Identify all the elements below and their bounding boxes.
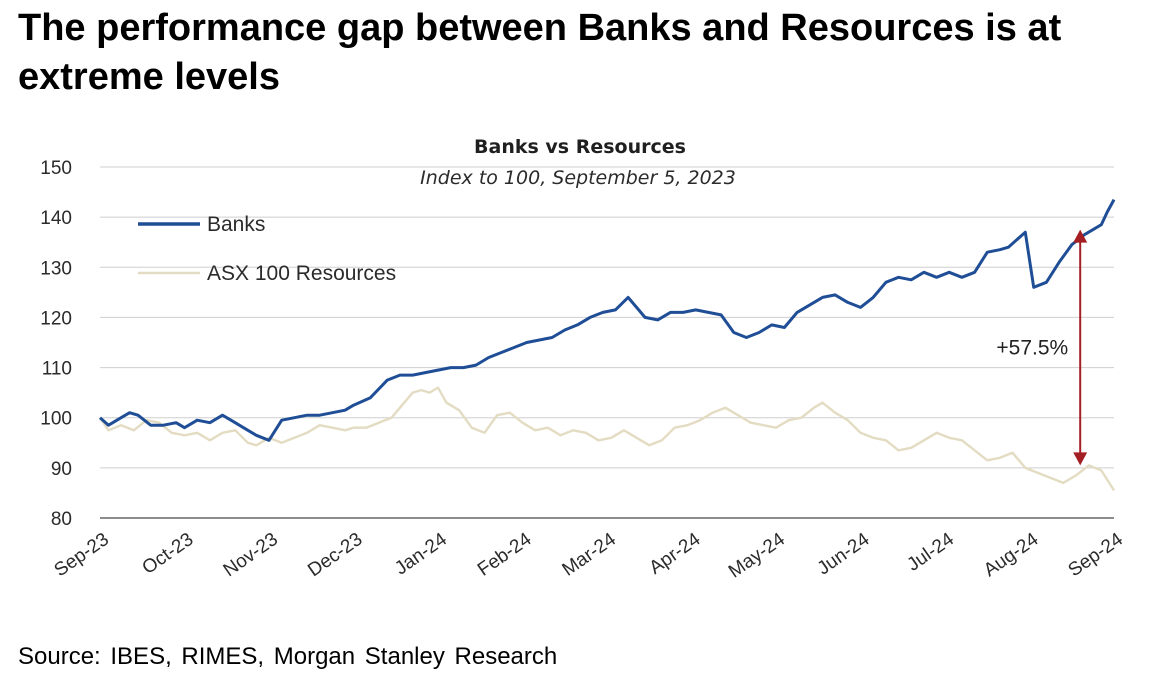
x-tick-label: Aug-24 xyxy=(980,529,1043,582)
series-line-asx-100-resources xyxy=(99,386,1116,492)
gap-annotation-label: +57.5% xyxy=(996,337,1068,360)
y-tick-label: 90 xyxy=(51,459,72,480)
gap-arrow-head-up xyxy=(1073,229,1088,243)
source-note: Source: IBES, RIMES, Morgan Stanley Rese… xyxy=(18,643,558,670)
y-tick-label: 150 xyxy=(40,158,72,179)
x-tick-label: Feb-24 xyxy=(474,529,536,581)
x-tick-label: May-24 xyxy=(725,529,789,583)
series-line-banks xyxy=(99,198,1116,442)
x-tick-label: Apr-24 xyxy=(646,529,705,579)
x-tick-label: Jan-24 xyxy=(391,529,451,580)
y-tick-label: 120 xyxy=(40,308,72,329)
y-tick-label: 140 xyxy=(40,208,72,229)
y-tick-label: 130 xyxy=(40,258,72,279)
x-tick-label: Jun-24 xyxy=(814,529,874,580)
legend-label: Banks xyxy=(207,213,265,236)
x-tick-label: Jul-24 xyxy=(903,529,958,576)
headline: The performance gap between Banks and Re… xyxy=(18,7,1062,98)
chart-subtitle: Index to 100, September 5, 2023 xyxy=(420,167,736,189)
gap-arrow-head-down xyxy=(1073,452,1088,466)
legend-label: ASX 100 Resources xyxy=(207,262,396,285)
x-tick-label: Nov-23 xyxy=(220,529,282,581)
x-tick-label: Oct-23 xyxy=(139,529,198,579)
x-tick-label: Sep-23 xyxy=(51,529,113,581)
y-tick-label: 100 xyxy=(40,409,72,430)
x-tick-label: Sep-24 xyxy=(1065,529,1128,582)
x-tick-label: Mar-24 xyxy=(559,529,621,581)
chart-title: Banks vs Resources xyxy=(474,136,686,158)
x-tick-label: Dec-23 xyxy=(304,529,366,581)
y-tick-label: 110 xyxy=(42,359,72,380)
line-chart: Banks vs Resources Index to 100, Septemb… xyxy=(40,136,1128,583)
y-tick-label: 80 xyxy=(51,509,72,530)
